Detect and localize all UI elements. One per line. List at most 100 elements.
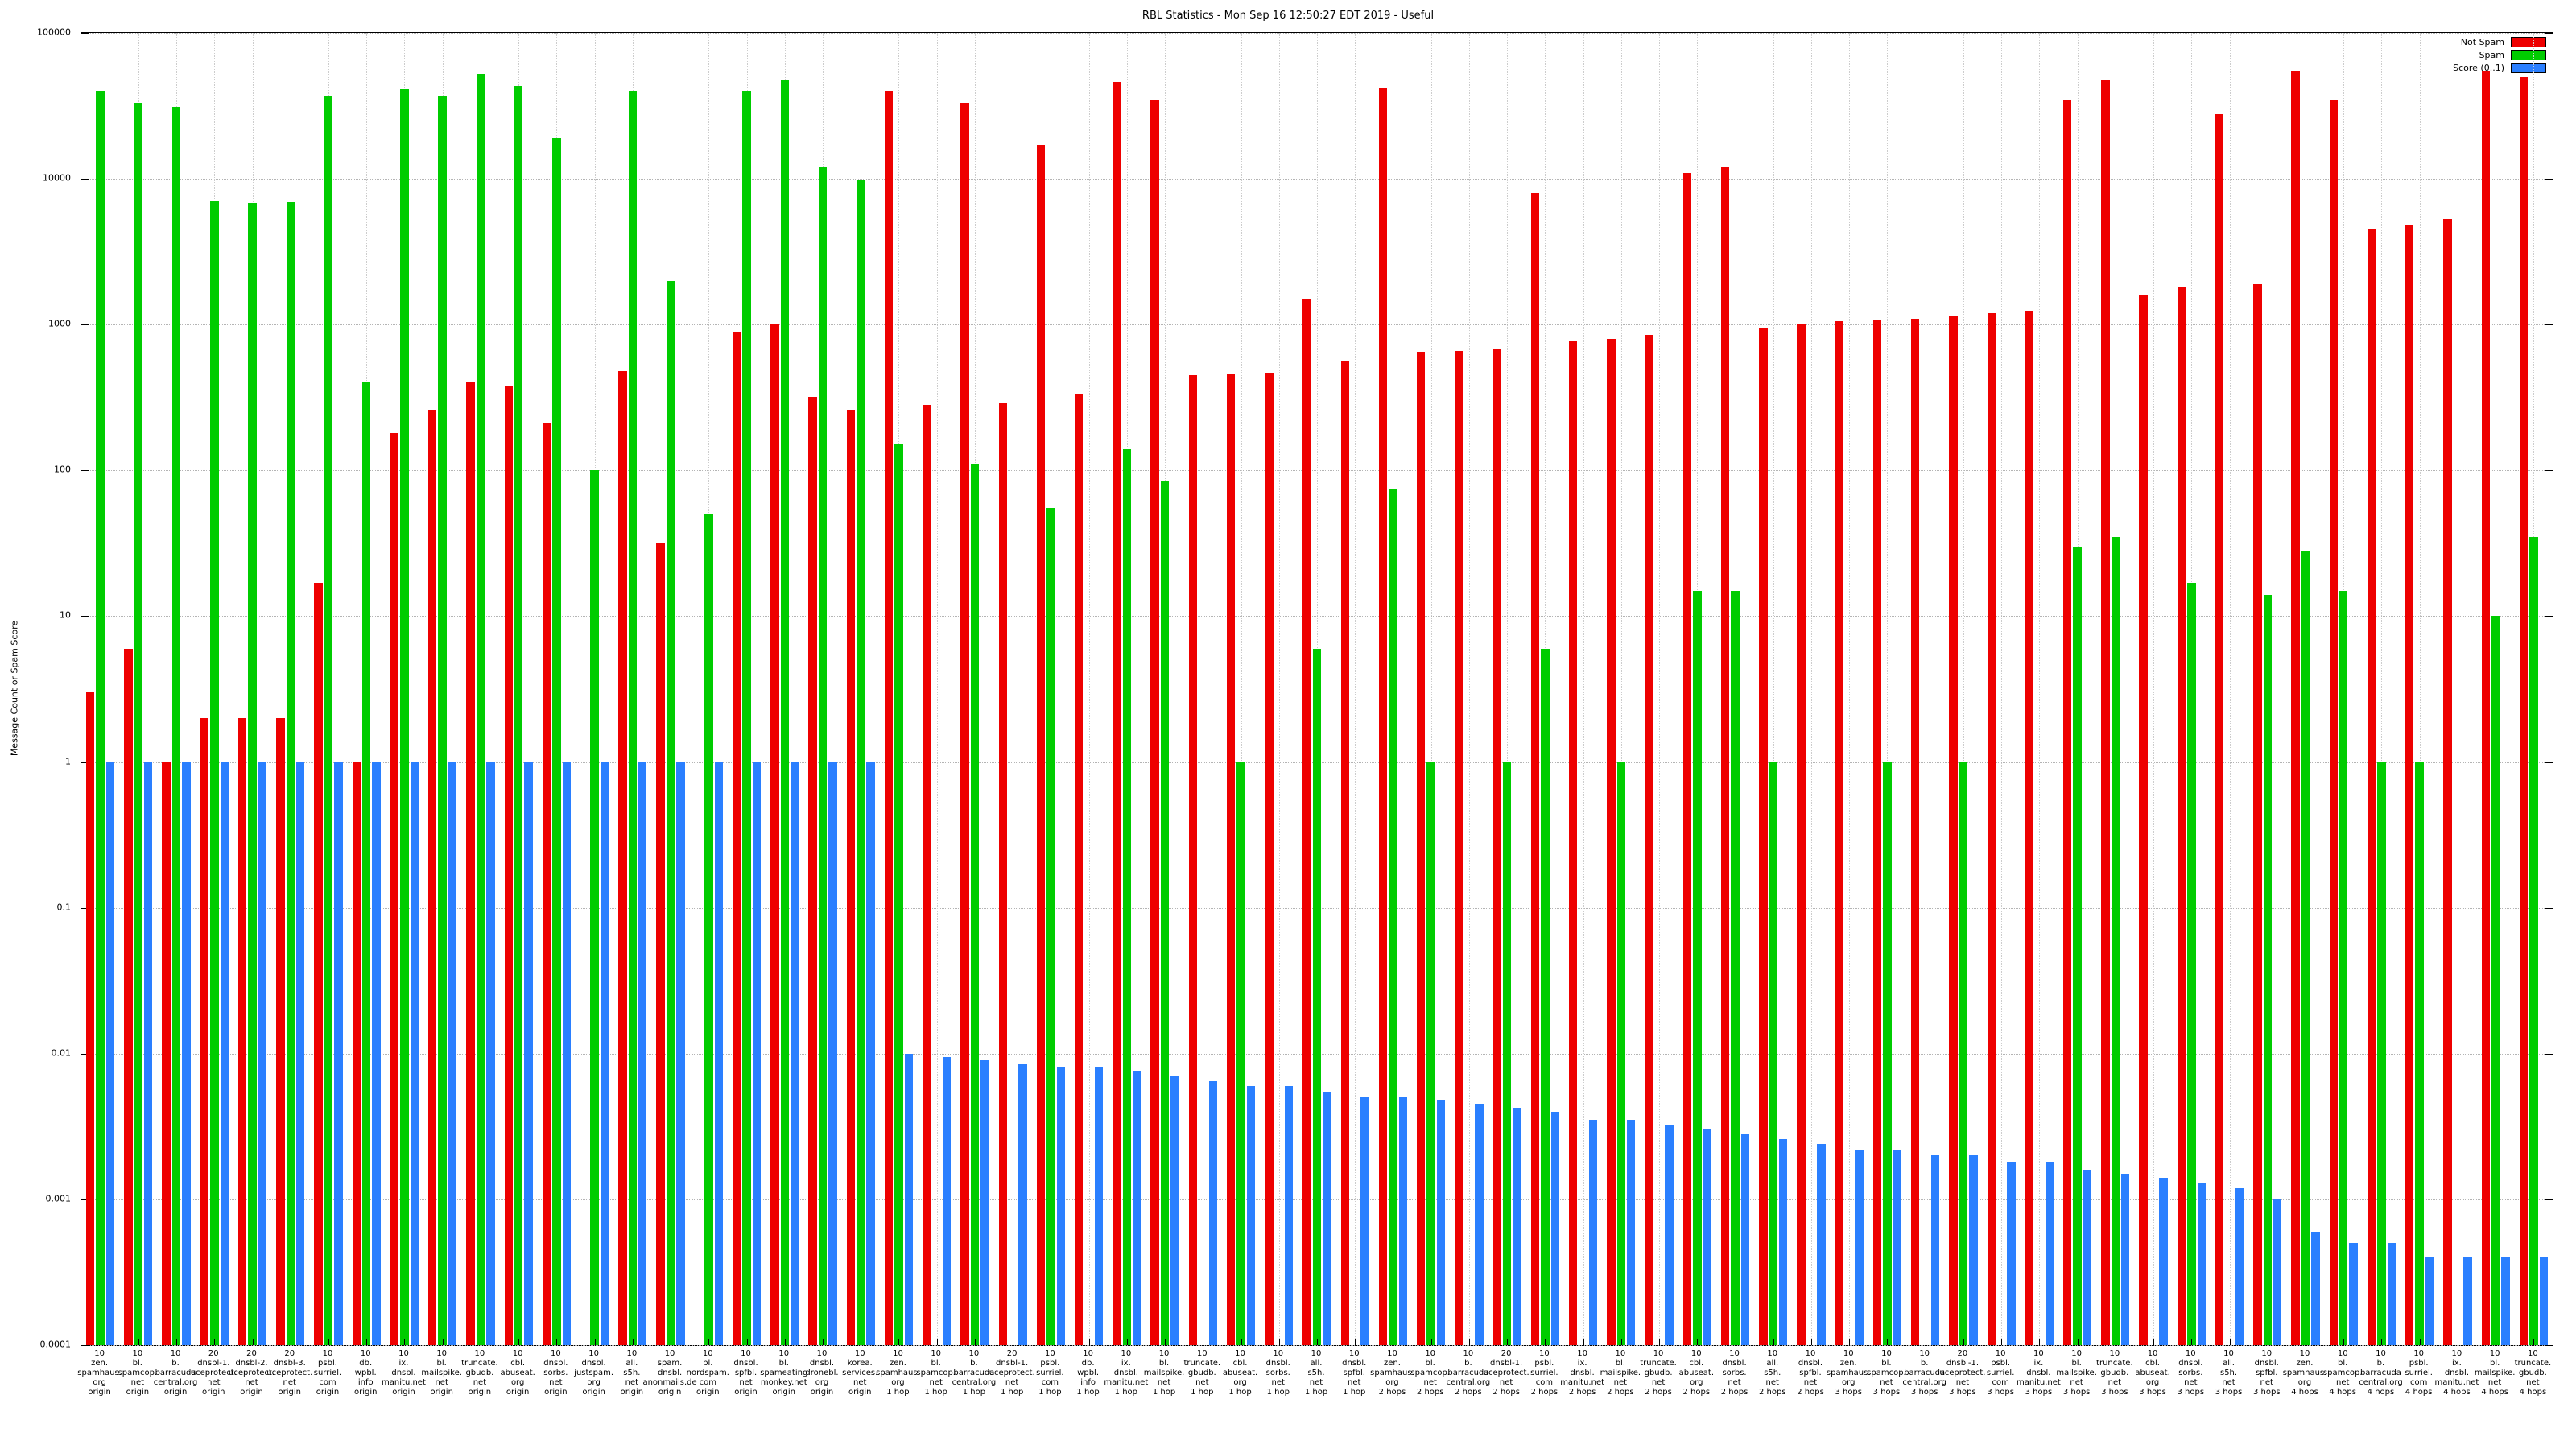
x-tick-label: 10 dnsbl. spfbl. net 3 hops <box>2252 1349 2281 1397</box>
bar-not-spam <box>1911 318 1920 1345</box>
bar-score <box>1513 1108 1521 1345</box>
y-tickmark <box>2545 1345 2553 1346</box>
bar-not-spam <box>1113 82 1121 1345</box>
x-tickmark <box>252 1339 254 1345</box>
x-tick-label: 10 cbl. abuseat. org origin <box>500 1349 535 1397</box>
gridline-vertical <box>1278 33 1280 1345</box>
x-tickmark <box>1849 1339 1851 1345</box>
x-tickmark <box>2381 1339 2383 1345</box>
x-tick-label: 10 zen. spamhaus. org origin <box>77 1349 122 1397</box>
bar-not-spam <box>1150 99 1159 1345</box>
bar-not-spam <box>1987 312 1996 1345</box>
gridline-vertical <box>1811 33 1812 1345</box>
bar-not-spam <box>2519 76 2529 1345</box>
x-tick-label: 10 bl. spamcop. net 3 hops <box>1867 1349 1906 1397</box>
x-tick-label: 20 dnsbl-3. uceprotect. net origin <box>266 1349 313 1397</box>
x-tick-label: 10 dnsbl. spfbl. net origin <box>733 1349 758 1397</box>
gridline-vertical <box>1430 33 1432 1345</box>
x-tick-label: 10 all. s5h. net 1 hop <box>1304 1349 1328 1397</box>
bar-spam <box>2377 762 2386 1345</box>
bar-spam <box>1769 762 1777 1345</box>
bar-score <box>524 762 533 1345</box>
bar-spam <box>1312 648 1322 1345</box>
bar-not-spam <box>352 762 361 1345</box>
bar-spam <box>134 103 143 1345</box>
x-tick-label: 10 db. wpbl. info 1 hop <box>1076 1349 1100 1397</box>
x-tickmark <box>2343 1339 2345 1345</box>
bar-spam <box>894 444 903 1345</box>
bar-spam <box>857 180 865 1345</box>
legend-swatch-not-spam <box>2511 37 2546 47</box>
x-tick-label: 10 all. s5h. net origin <box>620 1349 644 1397</box>
bar-spam <box>704 514 713 1345</box>
bar-not-spam <box>2139 295 2148 1345</box>
x-tick-label: 10 zen. spamhaus. org 3 hops <box>1826 1349 1871 1397</box>
x-tick-label: 10 psbl. surriel. com 2 hops <box>1530 1349 1558 1397</box>
bar-score <box>752 762 762 1345</box>
bar-not-spam <box>1302 299 1311 1345</box>
bar-not-spam <box>1036 145 1046 1345</box>
bar-score <box>980 1060 989 1345</box>
x-tick-label: 10 zen. spamhaus. org 1 hop <box>876 1349 920 1397</box>
bar-not-spam <box>162 762 171 1345</box>
bar-not-spam <box>2177 287 2186 1345</box>
bar-score <box>1969 1155 1978 1345</box>
x-tick-label: 10 ix. dnsbl. manitu.net origin <box>382 1349 426 1397</box>
bar-score <box>2349 1243 2358 1345</box>
bar-score <box>562 762 571 1345</box>
x-tick-label: 10 cbl. abuseat. org 1 hop <box>1222 1349 1258 1397</box>
bar-not-spam <box>2405 225 2414 1345</box>
x-tick-label: 10 spam. dnsbl. anonmails.de origin <box>642 1349 697 1397</box>
bar-spam <box>2111 536 2120 1345</box>
x-tick-label: 10 bl. mailspike. net 3 hops <box>2056 1349 2097 1397</box>
bar-score <box>942 1056 952 1345</box>
bar-not-spam <box>732 331 741 1345</box>
x-tick-label: 10 psbl. surriel. com 3 hops <box>1986 1349 2015 1397</box>
x-tickmark <box>2077 1339 2079 1345</box>
x-tickmark <box>1545 1339 1546 1345</box>
y-tickmark <box>81 179 89 180</box>
gridline-vertical <box>2419 33 2421 1345</box>
x-tickmark <box>784 1339 786 1345</box>
bar-not-spam <box>2215 114 2224 1345</box>
bar-score <box>144 762 153 1345</box>
bar-not-spam <box>428 410 437 1345</box>
y-tick-label: 100000 <box>37 27 71 38</box>
x-tick-label: 10 korea. services. net origin <box>842 1349 878 1397</box>
x-tickmark <box>556 1339 558 1345</box>
y-tick-label: 0.01 <box>51 1047 72 1059</box>
bar-not-spam <box>237 718 247 1345</box>
x-tick-label: 10 dnsbl. dronebl. org origin <box>805 1349 839 1397</box>
bar-score <box>2463 1257 2472 1345</box>
x-tickmark <box>1088 1339 1090 1345</box>
x-tickmark <box>1430 1339 1432 1345</box>
x-tickmark <box>176 1339 178 1345</box>
y-tick-label: 0.0001 <box>39 1339 72 1350</box>
x-tick-label: 10 dnsbl. sorbs. net 1 hop <box>1265 1349 1290 1397</box>
x-tickmark <box>936 1339 938 1345</box>
bar-not-spam <box>1607 338 1616 1345</box>
bar-score <box>2539 1257 2548 1345</box>
x-tick-label: 10 dnsbl. spfbl. net 2 hops <box>1797 1349 1824 1397</box>
x-tick-label: 10 cbl. abuseat. org 2 hops <box>1678 1349 1714 1397</box>
bar-score <box>1360 1097 1369 1345</box>
chart-title: RBL Statistics - Mon Sep 16 12:50:27 EDT… <box>1141 10 1435 22</box>
gridline-vertical <box>1963 33 1964 1345</box>
bar-score <box>1056 1067 1065 1345</box>
y-tickmark <box>2545 1053 2553 1055</box>
x-tick-label: 10 psbl. surriel. com 1 hop <box>1036 1349 1064 1397</box>
x-tick-label: 10 truncate. gbudb. net 2 hops <box>1640 1349 1677 1397</box>
bar-spam <box>1046 508 1055 1345</box>
bar-score <box>1665 1125 1674 1345</box>
bar-not-spam <box>960 103 969 1345</box>
bar-spam <box>1541 648 1550 1345</box>
bar-spam <box>1616 762 1626 1345</box>
x-tick-label: 10 b. barracuda central.org 3 hops <box>1902 1349 1946 1397</box>
bar-score <box>1436 1100 1446 1345</box>
bar-score <box>258 762 267 1345</box>
x-axis-labels: 10 zen. spamhaus. org origin 10 bl. spamc… <box>77 1349 2552 1446</box>
bar-not-spam <box>1226 374 1236 1345</box>
bar-not-spam <box>1188 375 1198 1345</box>
bar-spam <box>1236 762 1245 1345</box>
x-tickmark <box>974 1339 976 1345</box>
